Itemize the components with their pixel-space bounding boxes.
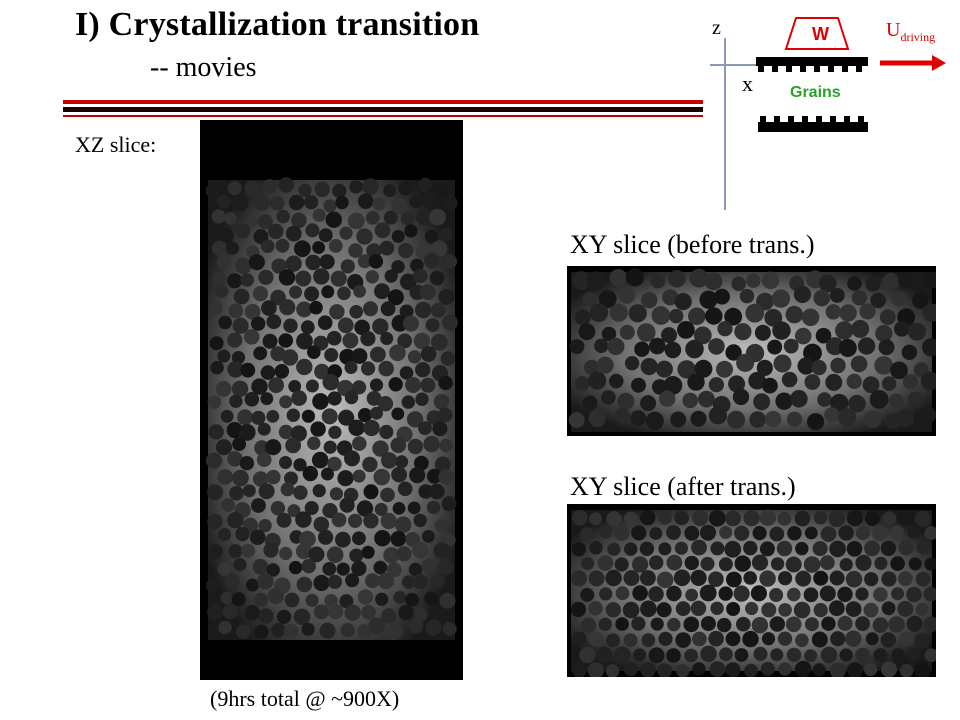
xy-after-particles xyxy=(570,509,936,677)
xz-slice-micrograph[interactable] xyxy=(200,120,463,680)
grains-label: Grains xyxy=(790,84,841,101)
title-rule-middle xyxy=(63,107,703,112)
xy-before-particles xyxy=(568,268,936,432)
bottom-plate-teeth xyxy=(760,116,864,122)
driving-velocity-subscript: driving xyxy=(900,30,936,44)
z-axis-label: z xyxy=(712,17,721,39)
slide-subtitle: -- movies xyxy=(150,52,257,83)
wall-label: W xyxy=(812,24,829,44)
top-plate xyxy=(756,57,868,66)
xy-after-label: XY slice (after trans.) xyxy=(570,472,796,501)
driving-velocity-label: Udriving xyxy=(886,19,935,45)
top-plate-teeth xyxy=(758,66,862,72)
slide-title: I) Crystallization transition xyxy=(75,6,480,43)
wall-shape xyxy=(784,17,850,50)
xz-slice-particles xyxy=(205,177,459,641)
x-axis-label: x xyxy=(742,71,753,96)
driving-velocity-main: U xyxy=(886,19,901,41)
driving-arrow-head xyxy=(932,55,946,71)
xy-after-micrograph[interactable] xyxy=(567,504,936,677)
schematic-drawing xyxy=(710,17,946,210)
xz-slice-label: XZ slice: xyxy=(75,132,157,157)
xy-before-micrograph[interactable] xyxy=(567,266,936,436)
shear-cell-schematic: z x W Grains Udriving xyxy=(700,5,960,220)
title-rule-bottom xyxy=(63,115,703,117)
movie-footnote: (9hrs total @ ~900X) xyxy=(210,686,400,711)
bottom-plate xyxy=(758,122,868,132)
title-rule-top xyxy=(63,100,703,104)
xy-before-label: XY slice (before trans.) xyxy=(570,230,815,259)
